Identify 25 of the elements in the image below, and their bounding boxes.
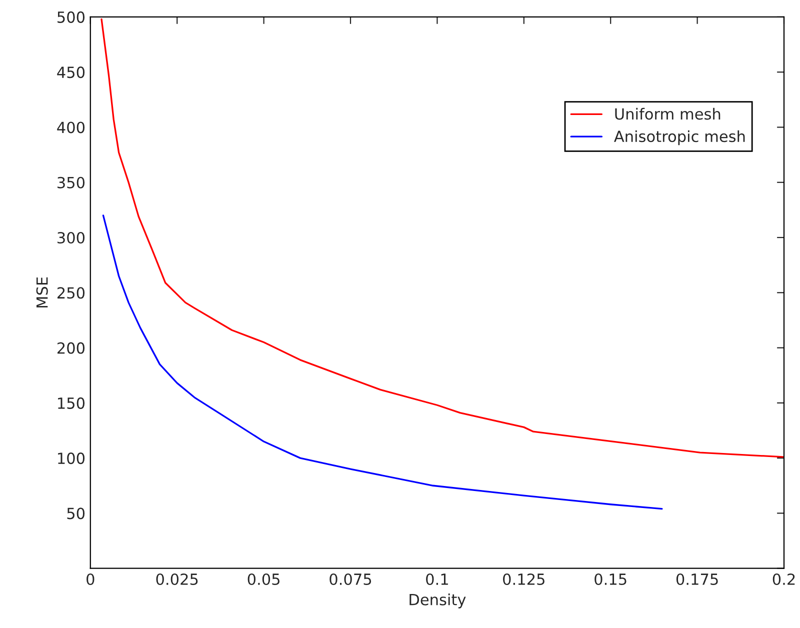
y-tick-label: 200 — [57, 342, 85, 354]
y-tick-label: 400 — [57, 122, 85, 134]
x-tick-label: 0.025 — [156, 573, 198, 586]
y-tick-label: 250 — [57, 287, 85, 299]
y-tick-label: 300 — [58, 232, 85, 244]
x-tick-label: 0.15 — [594, 573, 626, 586]
x-axis-title: Density — [410, 594, 466, 608]
x-tick-label: 0.1 — [426, 573, 448, 586]
line-series — [102, 214, 663, 510]
x-tick-label: 0.2 — [772, 573, 795, 586]
x-tick-label: 0.175 — [676, 573, 718, 586]
x-tick-label: 0 — [86, 573, 94, 586]
y-tick-label: 100 — [58, 452, 85, 464]
y-axis-title: MSE — [36, 277, 48, 308]
y-tick-label: 350 — [58, 176, 85, 188]
x-tick-label: 0.075 — [330, 573, 372, 586]
line-series — [100, 18, 784, 458]
y-tick-label: 450 — [57, 66, 85, 78]
legend-label: Uniform mesh — [615, 108, 720, 120]
y-tick-label: 50 — [67, 508, 85, 520]
x-tick-label: 0.05 — [248, 573, 280, 586]
y-tick-label: 150 — [58, 397, 85, 409]
y-tick-label: 500 — [58, 11, 85, 23]
x-tick-label: 0.125 — [503, 573, 544, 586]
legend-label: Anisotropic mesh — [614, 130, 745, 146]
